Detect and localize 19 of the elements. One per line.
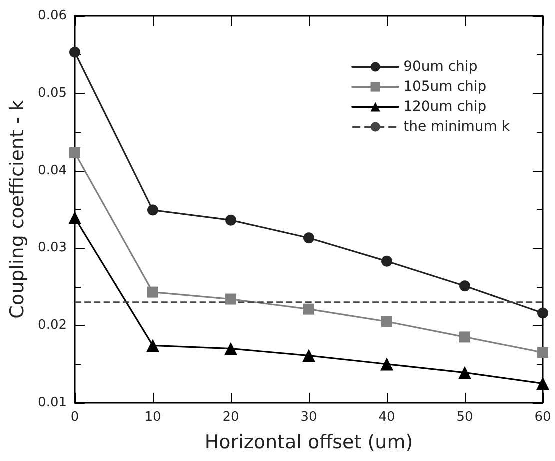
x-tick-label: 40 (378, 410, 396, 425)
x-axis-title: Horizontal offset (um) (204, 432, 414, 454)
x-tick-label: 30 (300, 410, 318, 425)
y-axis-title: Coupling coefficient - k (6, 100, 28, 319)
legend-label: the minimum k (404, 119, 511, 135)
y-tick-label: 0.01 (38, 396, 67, 410)
x-tick-label: 0 (70, 410, 80, 425)
x-tick-label: 20 (222, 410, 240, 425)
x-tick-label: 60 (534, 410, 552, 425)
legend-label: 105um chip (404, 79, 487, 95)
legend-label: 90um chip (404, 59, 478, 75)
x-tick-label: 10 (144, 410, 162, 425)
y-tick-label: 0.02 (38, 318, 67, 334)
y-tick-label: 0.05 (38, 86, 67, 101)
y-tick-label: 0.03 (38, 240, 67, 256)
y-tick-label: 0.06 (38, 8, 67, 24)
y-tick-label: 0.04 (38, 163, 67, 178)
x-tick-label: 50 (456, 410, 474, 425)
legend-label: 120um chip (404, 99, 487, 115)
